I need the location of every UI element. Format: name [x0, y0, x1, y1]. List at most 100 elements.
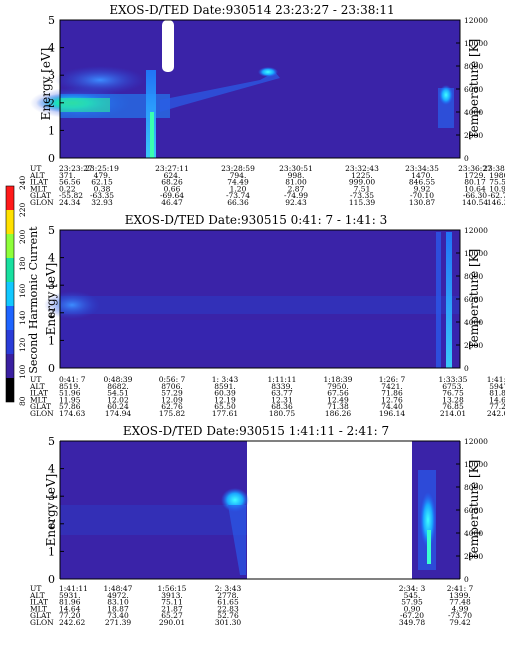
- panel-2-left-glow: [44, 291, 100, 319]
- colorbar-tick-label: 120: [18, 337, 27, 352]
- panel-1-ytick-label: 0: [48, 152, 55, 165]
- colorbar-tick-label: 160: [18, 283, 27, 298]
- panel-1-cell: 1729.: [464, 171, 485, 180]
- panel-3-cell: 2778.: [217, 591, 238, 600]
- panel-3-row-label: ILAT: [30, 598, 48, 607]
- panel-3-y-ticks: 0 1 2 3 4 5: [48, 435, 64, 586]
- panel-1-cell: 23:28:59: [221, 164, 255, 173]
- panel-2-cell: 0:48:39: [104, 375, 133, 384]
- panel-1-cell: 62.15: [91, 178, 113, 187]
- panel-3-cell: 61.65: [217, 598, 239, 607]
- panel-2-cell: 1:11:11: [268, 375, 297, 384]
- colorbar-seg-200: [6, 234, 14, 258]
- panel-1-rtick-label: 4000: [464, 108, 483, 117]
- panel-3-cell: 57.95: [401, 598, 423, 607]
- panel-1-cell: 140.54: [462, 198, 488, 207]
- panel-3-ytick-label: 5: [48, 435, 55, 448]
- panel-3-rtick-label: 0: [464, 575, 469, 584]
- panel-2-cell: 57.86: [59, 402, 81, 411]
- panel-2-cell: 242.07: [487, 409, 505, 418]
- panel-1-cell: 23:30:51: [279, 164, 313, 173]
- colorbar-tick-label: 200: [18, 229, 27, 244]
- panel-2-cell: 0:41: 7: [59, 375, 86, 384]
- panel-2-row-label: ALT: [29, 382, 45, 391]
- panel-2-rtick-label: 4000: [464, 318, 483, 327]
- panel-1-cell: 0.22: [59, 184, 76, 193]
- panel-1-cell: 66.36: [227, 198, 249, 207]
- panel-1-ytick-label: 2: [48, 97, 55, 110]
- panel-2-cell: 12.76: [381, 395, 403, 404]
- panel-3-cell: 0.90: [404, 604, 421, 613]
- panel-1-cell: 23:32:43: [345, 164, 379, 173]
- panel-3-cell: -73.70: [448, 611, 472, 620]
- panel-3-cell: 2:34: 3: [399, 584, 426, 593]
- panel-2-cell: 54.51: [107, 389, 128, 398]
- panel-2-title: EXOS-D/TED Date:930515 0:41: 7 - 1:41: 3: [125, 213, 387, 227]
- panel-1-green-stripe: [150, 112, 154, 158]
- panel-1-cell: 1.20: [230, 184, 247, 193]
- panel-1-rtick-label: 10000: [464, 39, 488, 48]
- panel-1-cell: 479.: [94, 171, 111, 180]
- panel-2-cell: 11.95: [59, 395, 81, 404]
- panel-3-cell: 83.10: [107, 598, 129, 607]
- panel-1-cell: 68.26: [161, 178, 183, 187]
- panel-3-cell: -67.20: [400, 611, 424, 620]
- panel-1-row-label: MLT: [30, 184, 47, 193]
- colorbar-seg-180: [6, 258, 14, 282]
- panel-2-right-ticks: 0 2000 4000 6000 8000 10000 12000: [456, 226, 488, 373]
- colorbar-tick-label: 240: [18, 175, 27, 190]
- panel-3-cell: 349.78: [399, 618, 425, 627]
- panel-3-rtick-label: 2000: [464, 552, 483, 561]
- panel-3-rtick-label: 10000: [464, 460, 488, 469]
- panel-2-cell: 76.85: [442, 402, 464, 411]
- panel-1-cell: 1225.: [351, 171, 372, 180]
- panel-3-cell: 2:41: 7: [447, 584, 474, 593]
- panel-1-title: EXOS-D/TED Date:930514 23:23:27 - 23:38:…: [109, 3, 394, 17]
- panel-2-band: [60, 296, 460, 314]
- panel-2-ytick-label: 0: [48, 362, 55, 375]
- panel-3-cell: 545.: [404, 591, 421, 600]
- panel-1-row-label: UT: [30, 164, 41, 173]
- panel-2-rtick-label: 10000: [464, 249, 488, 258]
- panel-1-cell: 92.43: [285, 198, 307, 207]
- panel-1-cell: 146.38: [487, 198, 505, 207]
- panel-2-row-label: GLON: [30, 409, 54, 418]
- panel-3-cell: 79.42: [449, 618, 471, 627]
- colorbar-frame: [5, 185, 15, 403]
- panel-3-cell: 81.96: [59, 598, 81, 607]
- panel-1-cell: 0.38: [94, 184, 111, 193]
- panel-1-cell: 846.55: [409, 178, 435, 187]
- panel-1-cell: 32.93: [91, 198, 113, 207]
- panel-2-cell: 57.29: [161, 389, 183, 398]
- panel-3-cell: 1:48:47: [104, 584, 133, 593]
- panel-1-rtick-label: 2000: [464, 131, 483, 140]
- panel-2-cell: 12.49: [327, 395, 349, 404]
- colorbar-seg-120: [6, 330, 14, 354]
- panel-2-ytick-label: 1: [48, 334, 55, 347]
- panel-2-cell: 6753.: [442, 382, 463, 391]
- panel-2-cell: 1:26: 7: [379, 375, 406, 384]
- panel-2-cell: 12.31: [271, 395, 292, 404]
- panel-1-cell: -73.35: [350, 191, 374, 200]
- panel-3-cell: 22.83: [217, 604, 239, 613]
- panel-2-ylabel-right: Temperature [K]: [467, 249, 481, 350]
- panel-2-cell: 7421.: [381, 382, 402, 391]
- panel-3-ytick-label: 0: [48, 573, 55, 586]
- panel-1-rtick-label: 12000: [464, 16, 488, 25]
- panel-1-cell: 115.39: [349, 198, 375, 207]
- panel-1-ytick-label: 5: [48, 14, 55, 27]
- panel-1-row-label: ILAT: [30, 178, 48, 187]
- panel-1-cell: 0.66: [164, 184, 181, 193]
- panel-2-cell: 8591.: [214, 382, 235, 391]
- panel-2-cell: 1:41: 3: [487, 375, 505, 384]
- panel-3-cell: 1:41:11: [59, 584, 88, 593]
- panel-3-cell: 242.62: [59, 618, 85, 627]
- panel-2-rtick-label: 6000: [464, 295, 483, 304]
- panel-2-cell: 175.82: [159, 409, 185, 418]
- panel-1-band-core: [60, 98, 110, 112]
- colorbar-seg-220: [6, 210, 14, 234]
- colorbar-tick-label: 180: [18, 256, 27, 271]
- panel-1-ytick-label: 3: [48, 69, 55, 82]
- panel-1-cell: -69.64: [160, 191, 184, 200]
- panel-2-right-stripe: [436, 232, 441, 368]
